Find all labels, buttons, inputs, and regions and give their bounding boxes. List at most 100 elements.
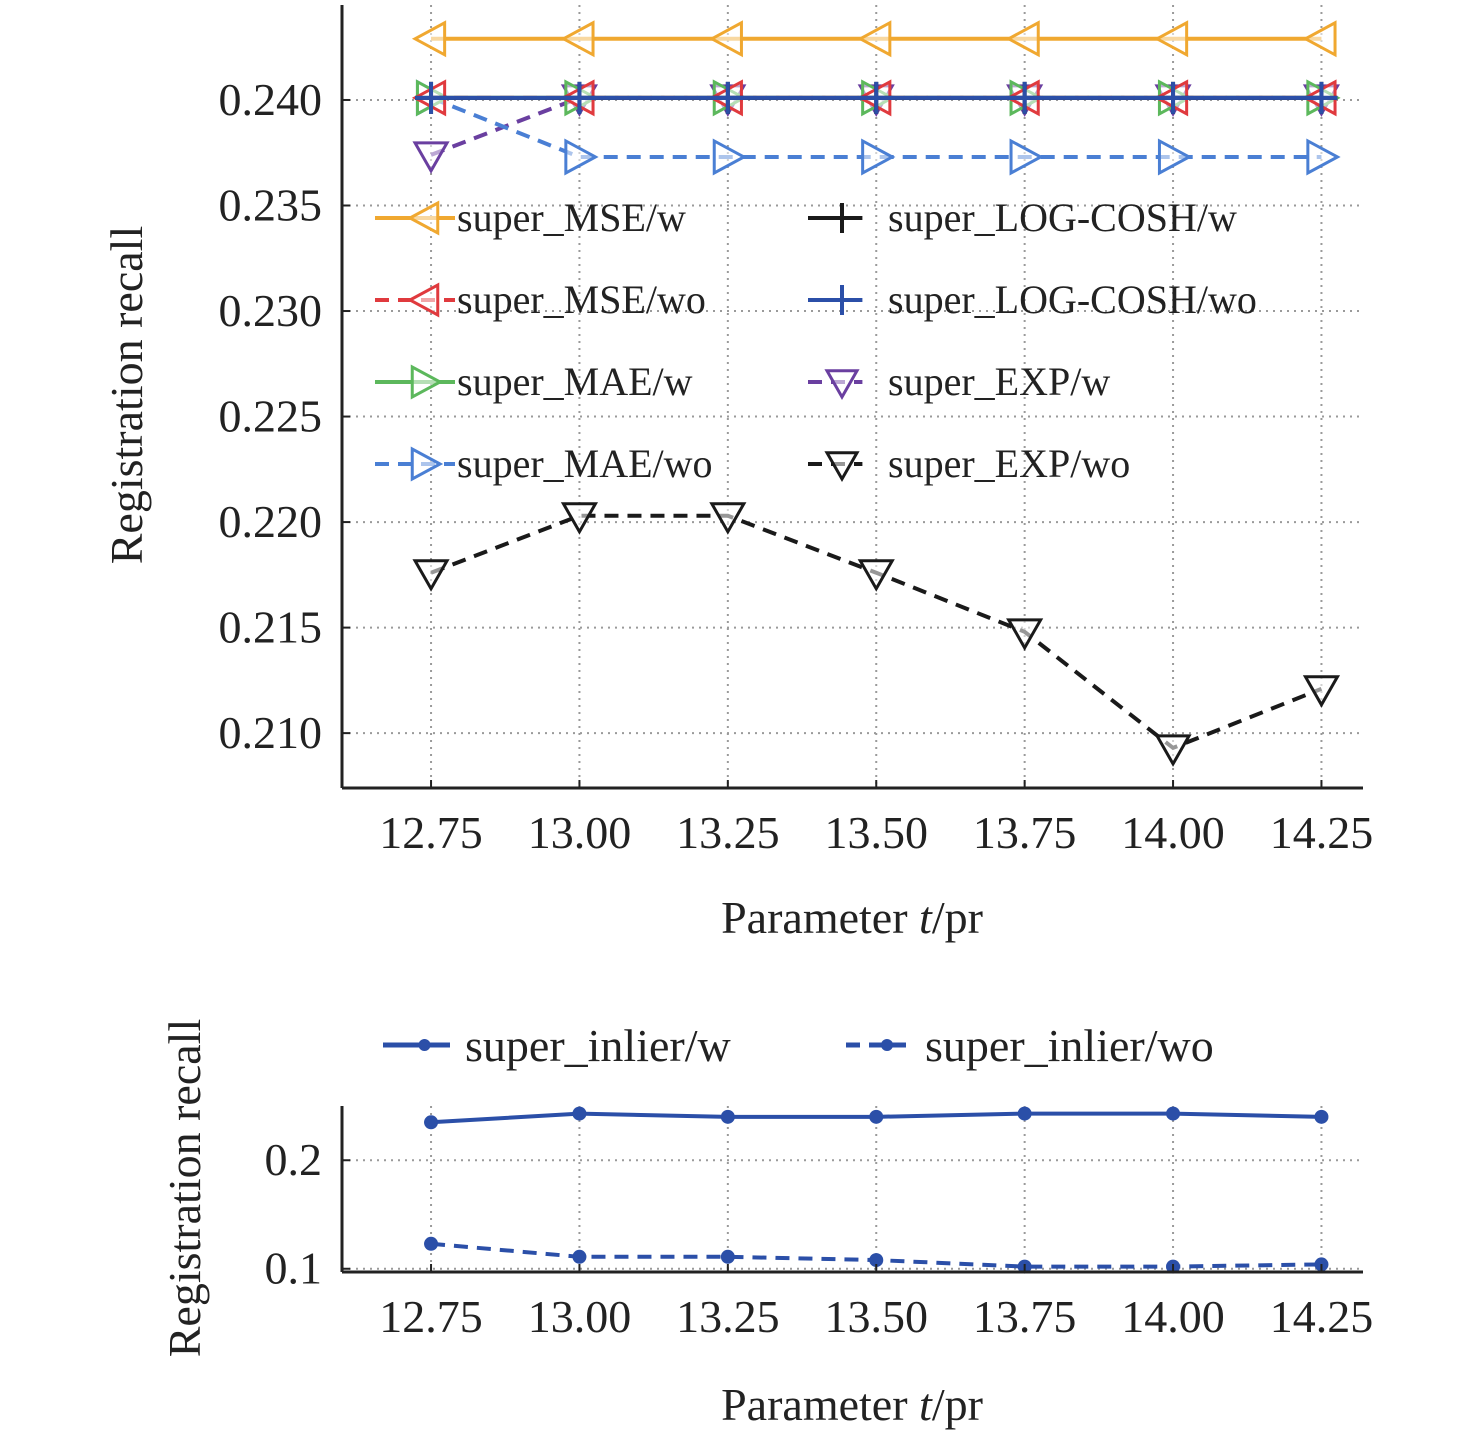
data-point: [1017, 1106, 1032, 1121]
data-point: [711, 81, 744, 114]
data-point: [869, 1109, 884, 1124]
bottom-chart: super_inlier/w super_inlier/wo 0.1 0.2 12.…: [159, 1019, 1373, 1430]
legend-marker: [824, 451, 860, 483]
data-point: [712, 138, 747, 176]
legend-label: super_MSE/w: [457, 195, 686, 240]
data-point: [1153, 20, 1189, 58]
top-chart-x-axis-title: Parameter t/pr: [721, 892, 983, 943]
top-chart-grid: [342, 5, 1363, 788]
bottom-chart-y-tick-labels: 0.1 0.2: [265, 1134, 323, 1293]
top-chart-y-axis-title: Registration recall: [101, 226, 152, 565]
data-point: [412, 141, 450, 174]
y-tick-label: 0.210: [219, 707, 323, 758]
x-tick-label: 14.25: [1270, 807, 1374, 858]
x-tick-label: 13.25: [676, 807, 780, 858]
data-point: [1302, 675, 1341, 708]
legend-label: super_LOG-COSH/wo: [888, 277, 1257, 322]
data-point: [1006, 618, 1044, 651]
data-point: [572, 1249, 587, 1264]
top-chart-legend: super_MSE/w super_MSE/wo super_MAE/w super_…: [375, 195, 1257, 486]
legend-label: super_inlier/w: [465, 1020, 731, 1071]
y-tick-label: 0.220: [219, 496, 323, 547]
data-point: [709, 502, 747, 535]
legend-item-super-inlier-wo: super_inlier/wo: [846, 1020, 1214, 1071]
legend-item-super-mse-w: super_MSE/w: [375, 195, 686, 240]
y-tick-label: 0.240: [219, 74, 323, 125]
legend-marker: [827, 285, 857, 315]
legend-label: super_MAE/w: [457, 359, 693, 404]
y-tick-label: 0.1: [265, 1243, 323, 1294]
x-tick-label: 13.25: [676, 1291, 780, 1342]
data-point: [415, 81, 448, 114]
top-chart-series: [411, 20, 1341, 767]
data-point: [411, 20, 447, 58]
legend-item-super-log-cosh-w: super_LOG-COSH/w: [808, 195, 1237, 240]
data-point: [424, 1236, 439, 1251]
data-point: [572, 1106, 587, 1121]
x-axis-title-prefix: Parameter: [721, 1379, 919, 1430]
data-point: [869, 1253, 884, 1268]
legend-marker: [406, 282, 440, 318]
data-point: [1157, 138, 1193, 176]
legend-label: super_LOG-COSH/w: [888, 195, 1237, 240]
legend-label: super_EXP/wo: [888, 441, 1130, 486]
data-point: [857, 20, 892, 58]
data-point: [861, 138, 896, 176]
data-point: [1305, 81, 1338, 114]
y-tick-label: 0.215: [219, 602, 323, 653]
bottom-chart-legend: super_inlier/w super_inlier/wo: [383, 1020, 1214, 1071]
y-tick-label: 0.235: [219, 179, 323, 230]
legend-label: super_MAE/wo: [457, 441, 713, 486]
legend-item-super-exp-wo: super_EXP/wo: [808, 441, 1130, 486]
x-axis-title-variable: t: [919, 892, 933, 943]
y-tick-label: 0.230: [219, 285, 323, 336]
y-tick-label: 0.225: [219, 391, 323, 442]
data-point: [1008, 81, 1041, 114]
data-point: [860, 81, 893, 114]
data-point: [412, 559, 450, 592]
bottom-chart-x-tick-labels: 12.75 13.00 13.25 13.50 13.75 14.00 14.25: [379, 1291, 1373, 1342]
legend-marker: [418, 1039, 431, 1051]
x-axis-title-variable: t: [919, 1379, 933, 1430]
legend-item-super-exp-w: super_EXP/w: [808, 359, 1110, 404]
top-chart: super_MSE/w super_MSE/wo super_MAE/w super_…: [101, 5, 1373, 943]
data-point: [1166, 1106, 1181, 1121]
x-tick-label: 13.50: [824, 1291, 928, 1342]
legend-marker: [881, 1039, 893, 1051]
bottom-chart-grid: [342, 1106, 1363, 1272]
data-point: [560, 20, 595, 58]
bottom-chart-y-axis-title: Registration recall: [159, 1019, 210, 1358]
x-tick-label: 12.75: [379, 807, 483, 858]
series-super-log-cosh-wo: [415, 81, 1338, 114]
legend-label: super_MSE/wo: [457, 277, 706, 322]
x-tick-label: 14.25: [1270, 1291, 1374, 1342]
series-super-exp-wo: [412, 502, 1341, 767]
legend-item-super-mae-wo: super_MAE/wo: [375, 441, 713, 486]
legend-item-super-mae-w: super_MAE/w: [375, 359, 693, 404]
x-axis-title-prefix: Parameter: [721, 892, 919, 943]
legend-marker: [410, 446, 444, 482]
data-point: [720, 1249, 735, 1264]
bottom-chart-x-axis-title: Parameter t/pr: [721, 1379, 983, 1430]
bottom-chart-series: [424, 1106, 1329, 1274]
x-tick-label: 13.00: [528, 807, 632, 858]
data-point: [720, 1109, 735, 1124]
data-point: [560, 502, 599, 535]
data-point: [1302, 20, 1337, 58]
data-point: [1314, 1109, 1329, 1124]
data-point: [1154, 734, 1192, 767]
legend-item-super-mse-wo: super_MSE/wo: [375, 277, 706, 322]
legend-marker: [406, 200, 440, 236]
series-super-mae-wo: [415, 79, 1341, 176]
x-tick-label: 13.00: [528, 1291, 632, 1342]
y-tick-label: 0.2: [265, 1134, 323, 1185]
data-point: [1009, 138, 1044, 176]
data-point: [1157, 81, 1190, 114]
x-tick-label: 14.00: [1121, 807, 1225, 858]
data-point: [708, 20, 743, 58]
top-chart-x-tick-labels: 12.75 13.00 13.25 13.50 13.75 14.00 14.25: [379, 807, 1373, 858]
bottom-chart-axes: [340, 1106, 1363, 1274]
x-axis-title-suffix: /pr: [932, 1379, 983, 1430]
data-point: [1306, 138, 1341, 176]
